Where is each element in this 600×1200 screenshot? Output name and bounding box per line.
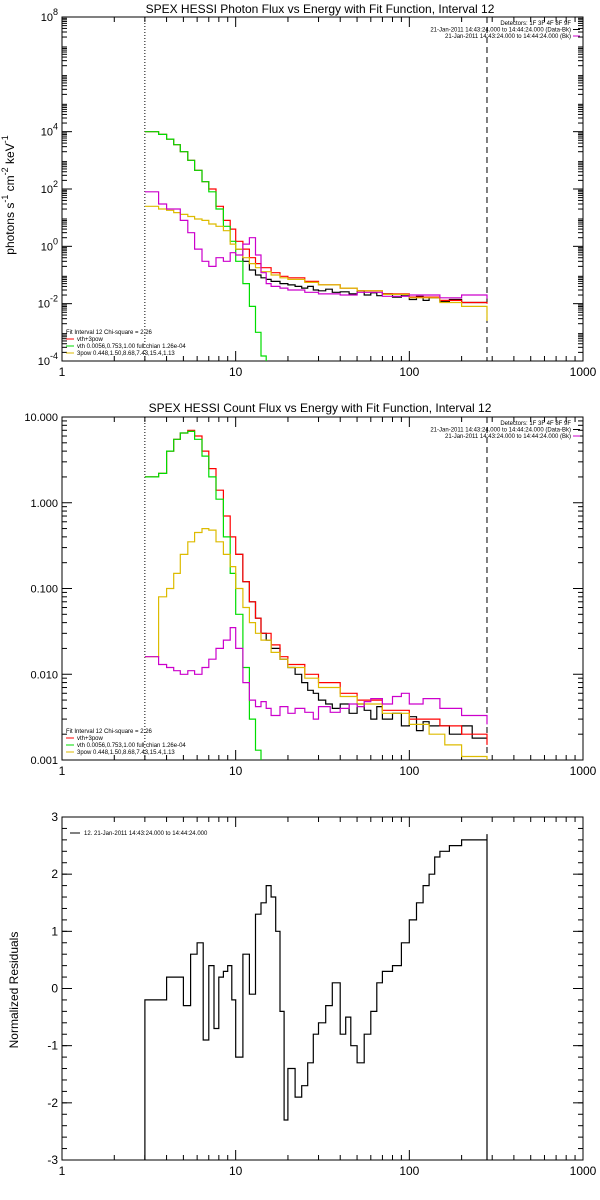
y-tick-label: 2 bbox=[51, 867, 58, 881]
series-line-4 bbox=[144, 191, 488, 299]
legend-bottom-entry: vth 0.0056,0.753,1.00 full chian 1.26e-0… bbox=[77, 743, 186, 749]
y-tick-label: 0 bbox=[51, 982, 58, 996]
x-tick-label: 100 bbox=[399, 764, 419, 778]
series-line-3 bbox=[144, 528, 488, 760]
x-tick-label: 10 bbox=[229, 365, 243, 379]
legend-top-entry: 21-Jan-2011 14:43:24.000 to 14:44:24.000… bbox=[445, 434, 571, 440]
legend-top-entry: 21-Jan-2011 14:43:24.000 to 14:44:24.000… bbox=[430, 428, 571, 434]
x-tick-label: 1000 bbox=[570, 365, 597, 379]
legend-top-entry: 21-Jan-2011 14:43:24.000 to 14:44:24.000… bbox=[430, 28, 571, 34]
y-tick-label: 0.001 bbox=[30, 755, 58, 767]
photon-flux-chart: SPEX HESSI Photon Flux vs Energy with Fi… bbox=[0, 2, 597, 379]
series-line-4 bbox=[144, 627, 488, 725]
photon-chart-title: SPEX HESSI Photon Flux vs Energy with Fi… bbox=[146, 2, 495, 16]
plot-frame bbox=[61, 816, 584, 1161]
y-tick-label: 102 bbox=[41, 179, 58, 196]
x-tick-label: 1 bbox=[59, 1164, 66, 1178]
legend-top-left-entry: 12. 21-Jan-2011 14:43:24.000 to 14:44:24… bbox=[84, 831, 208, 837]
x-tick-label: 1 bbox=[59, 764, 66, 778]
legend-bottom-entry: vth 0.0056,0.753,1.00 full chian 1.26e-0… bbox=[77, 344, 186, 350]
y-tick-label: 3 bbox=[51, 810, 58, 824]
y-tick-label: 10-2 bbox=[38, 294, 58, 311]
series-line-2 bbox=[144, 131, 267, 361]
x-tick-label: 1000 bbox=[570, 764, 597, 778]
plot-frame bbox=[61, 416, 584, 761]
legend-bottom-entry: Fit Interval 12 Chi-square = 2.26 bbox=[66, 729, 153, 735]
residuals-chart: Normalized Residuals 1 10 100 1000-3-2-1012… bbox=[7, 810, 597, 1178]
y-tick-label: 1 bbox=[51, 924, 58, 938]
y-tick-label: 10-4 bbox=[38, 351, 58, 368]
series-line-0 bbox=[144, 834, 488, 1160]
y-tick-label: -1 bbox=[47, 1039, 58, 1053]
legend-bottom-entry: 3pow 0.448,1.50,8.68,7.43,15.4,1.13 bbox=[77, 351, 175, 357]
x-tick-label: 1000 bbox=[570, 1164, 597, 1178]
legend-top-entry: 21-Jan-2011 14:43:24.000 to 14:44:24.000… bbox=[445, 34, 571, 40]
legend-top-entry: Detectors: 1F 3F 4F 8F 9F bbox=[500, 421, 571, 427]
count-chart-title: SPEX HESSI Count Flux vs Energy with Fit… bbox=[149, 401, 492, 415]
legend-bottom-entry: vth+3pow bbox=[77, 736, 104, 742]
y-tick-label: 0.100 bbox=[30, 584, 58, 596]
y-tick-label: 0.010 bbox=[30, 669, 58, 681]
y-tick-label: 1.000 bbox=[30, 498, 58, 510]
series-line-0 bbox=[235, 553, 487, 739]
y-tick-label: 108 bbox=[41, 7, 58, 24]
x-tick-label: 100 bbox=[399, 1164, 419, 1178]
photon-y-axis-label: photons s-1 cm-2 keV-1 bbox=[0, 135, 17, 254]
legend-bottom-entry: Fit Interval 12 Chi-square = 2.26 bbox=[66, 330, 153, 336]
residuals-y-axis-label: Normalized Residuals bbox=[7, 932, 21, 1049]
legend-bottom-entry: 3pow 0.448,1.50,8.68,7.43,15.4,1.13 bbox=[77, 750, 175, 756]
x-tick-label: 1 bbox=[59, 365, 66, 379]
y-tick-label: 104 bbox=[41, 122, 58, 139]
legend-bottom-entry: vth+3pow bbox=[77, 337, 104, 343]
x-tick-label: 10 bbox=[229, 1164, 243, 1178]
x-tick-label: 100 bbox=[399, 365, 419, 379]
plot-frame bbox=[61, 16, 584, 362]
y-tick-label: 100 bbox=[41, 236, 58, 253]
series-line-1 bbox=[144, 131, 488, 304]
y-tick-label: -3 bbox=[47, 1153, 58, 1167]
count-flux-chart: SPEX HESSI Count Flux vs Energy with Fit… bbox=[24, 401, 596, 778]
x-tick-label: 10 bbox=[229, 764, 243, 778]
series-line-0 bbox=[235, 248, 487, 304]
y-tick-label: 10.000 bbox=[24, 412, 58, 424]
y-tick-label: -2 bbox=[47, 1096, 58, 1110]
series-line-3 bbox=[144, 205, 488, 321]
legend-top-entry: Detectors: 1F 3F 4F 8F 9F bbox=[500, 21, 571, 27]
series-line-2 bbox=[144, 430, 262, 760]
series-line-1 bbox=[144, 429, 488, 745]
